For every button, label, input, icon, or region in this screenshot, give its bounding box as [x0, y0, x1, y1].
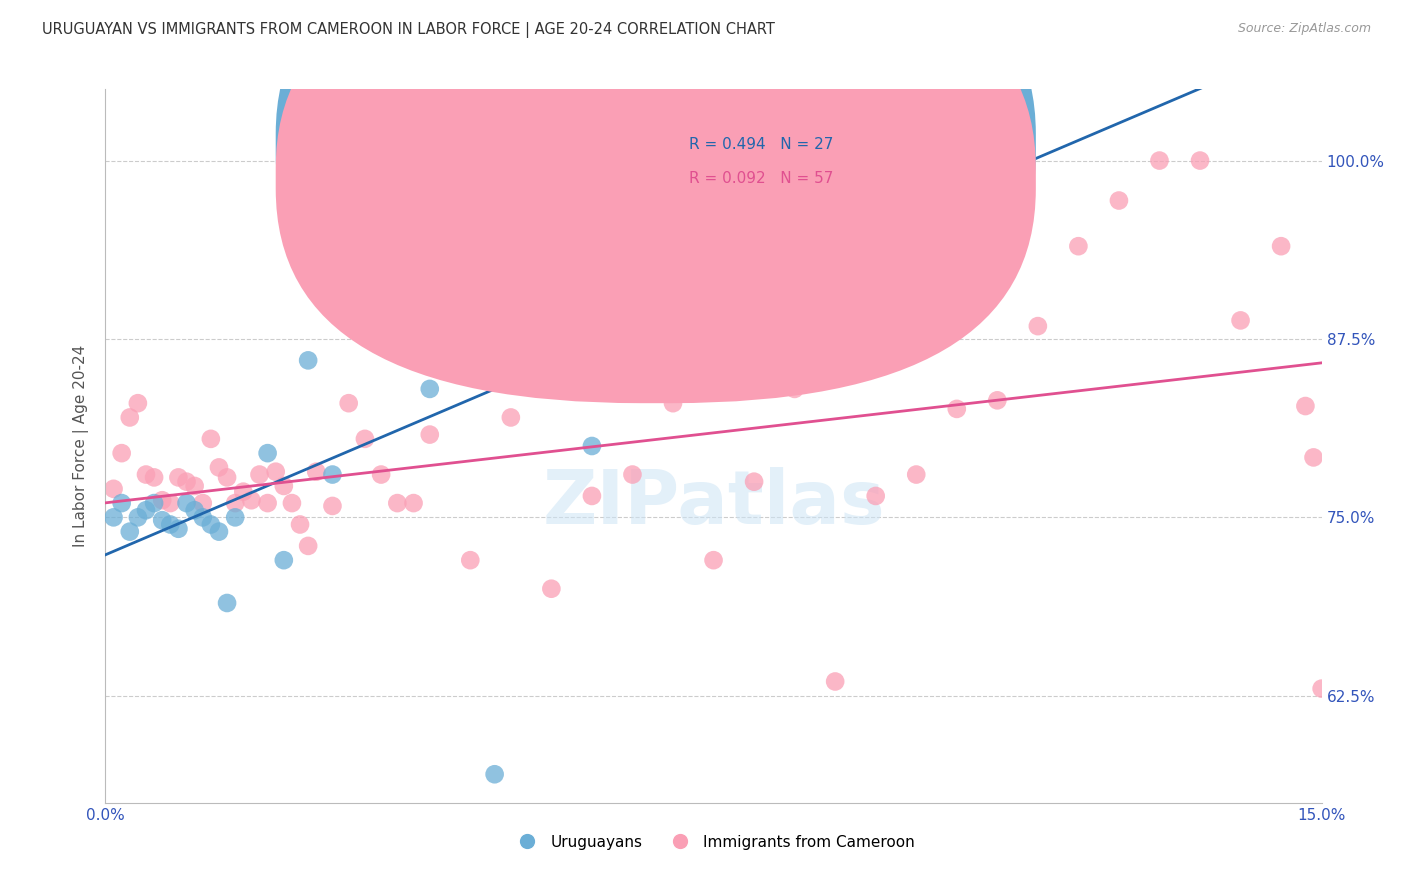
Point: [499, 410, 522, 425]
Point: [191, 510, 214, 524]
Point: [1108, 194, 1130, 208]
Point: [111, 446, 134, 460]
Point: [321, 467, 343, 482]
Point: [103, 482, 125, 496]
Point: [905, 467, 928, 482]
Point: [127, 510, 149, 524]
Legend: Uruguayans, Immigrants from Cameroon: Uruguayans, Immigrants from Cameroon: [506, 829, 921, 855]
Point: [783, 382, 806, 396]
Point: [1189, 153, 1212, 168]
Point: [621, 467, 644, 482]
Point: [224, 496, 246, 510]
Point: [986, 153, 1008, 168]
Point: [1310, 681, 1333, 696]
Point: [256, 496, 278, 510]
Point: [118, 524, 141, 539]
Point: [176, 475, 198, 489]
Point: [865, 489, 887, 503]
Point: [581, 439, 603, 453]
Point: [1229, 313, 1251, 327]
Point: [249, 467, 271, 482]
Point: [378, 325, 401, 339]
Point: [273, 553, 295, 567]
Point: [1302, 450, 1324, 465]
Point: [387, 496, 409, 510]
Point: [402, 496, 425, 510]
Point: [945, 401, 967, 416]
Point: [354, 432, 377, 446]
Point: [217, 470, 239, 484]
Point: [484, 767, 506, 781]
Point: [662, 396, 685, 410]
Point: [208, 524, 231, 539]
Text: URUGUAYAN VS IMMIGRANTS FROM CAMEROON IN LABOR FORCE | AGE 20-24 CORRELATION CHA: URUGUAYAN VS IMMIGRANTS FROM CAMEROON IN…: [42, 22, 775, 38]
Point: [256, 446, 278, 460]
Point: [581, 489, 603, 503]
Point: [370, 467, 392, 482]
Point: [159, 517, 181, 532]
Point: [273, 479, 295, 493]
Point: [458, 553, 481, 567]
Point: [702, 553, 725, 567]
Point: [986, 393, 1008, 408]
Point: [167, 522, 190, 536]
Point: [143, 470, 166, 484]
Point: [297, 353, 319, 368]
Point: [419, 382, 441, 396]
Point: [159, 496, 181, 510]
Point: [200, 432, 222, 446]
Point: [1026, 319, 1049, 334]
Point: [135, 503, 157, 517]
Point: [305, 465, 328, 479]
Point: [111, 496, 134, 510]
Point: [127, 396, 149, 410]
Point: [135, 467, 157, 482]
Text: R = 0.494   N = 27: R = 0.494 N = 27: [689, 136, 834, 152]
Point: [742, 475, 765, 489]
Point: [103, 510, 125, 524]
Point: [183, 503, 205, 517]
Point: [208, 460, 231, 475]
Point: [337, 396, 360, 410]
FancyBboxPatch shape: [616, 118, 908, 225]
Point: [1270, 239, 1292, 253]
Point: [232, 484, 254, 499]
Point: [824, 153, 846, 168]
Point: [183, 479, 205, 493]
Point: [1294, 399, 1316, 413]
Point: [176, 496, 198, 510]
Point: [321, 499, 343, 513]
Point: [621, 153, 644, 168]
Point: [1067, 239, 1090, 253]
Point: [281, 496, 304, 510]
Y-axis label: In Labor Force | Age 20-24: In Labor Force | Age 20-24: [73, 345, 90, 547]
FancyBboxPatch shape: [276, 0, 1036, 403]
Point: [150, 493, 173, 508]
Point: [217, 596, 239, 610]
Point: [143, 496, 166, 510]
Text: Source: ZipAtlas.com: Source: ZipAtlas.com: [1237, 22, 1371, 36]
Point: [419, 427, 441, 442]
Point: [191, 496, 214, 510]
Point: [1149, 153, 1171, 168]
Point: [200, 517, 222, 532]
Point: [297, 539, 319, 553]
Point: [224, 510, 246, 524]
Point: [264, 465, 287, 479]
Point: [240, 493, 263, 508]
Point: [150, 513, 173, 527]
Point: [118, 410, 141, 425]
Point: [167, 470, 190, 484]
Point: [540, 582, 562, 596]
Point: [824, 674, 846, 689]
Point: [288, 517, 311, 532]
Text: R = 0.092   N = 57: R = 0.092 N = 57: [689, 171, 834, 186]
Text: ZIPatlas: ZIPatlas: [543, 467, 884, 540]
FancyBboxPatch shape: [276, 0, 1036, 369]
